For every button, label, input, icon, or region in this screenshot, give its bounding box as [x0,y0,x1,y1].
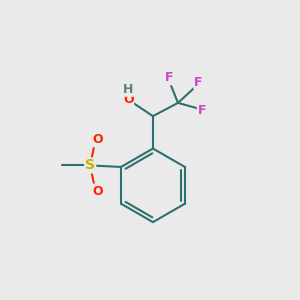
Text: O: O [92,133,103,146]
Text: O: O [123,93,134,106]
Text: F: F [165,71,173,84]
Text: S: S [85,158,95,172]
Text: H: H [123,83,134,96]
Text: F: F [198,104,206,117]
Text: O: O [92,184,103,198]
Text: F: F [194,76,203,89]
